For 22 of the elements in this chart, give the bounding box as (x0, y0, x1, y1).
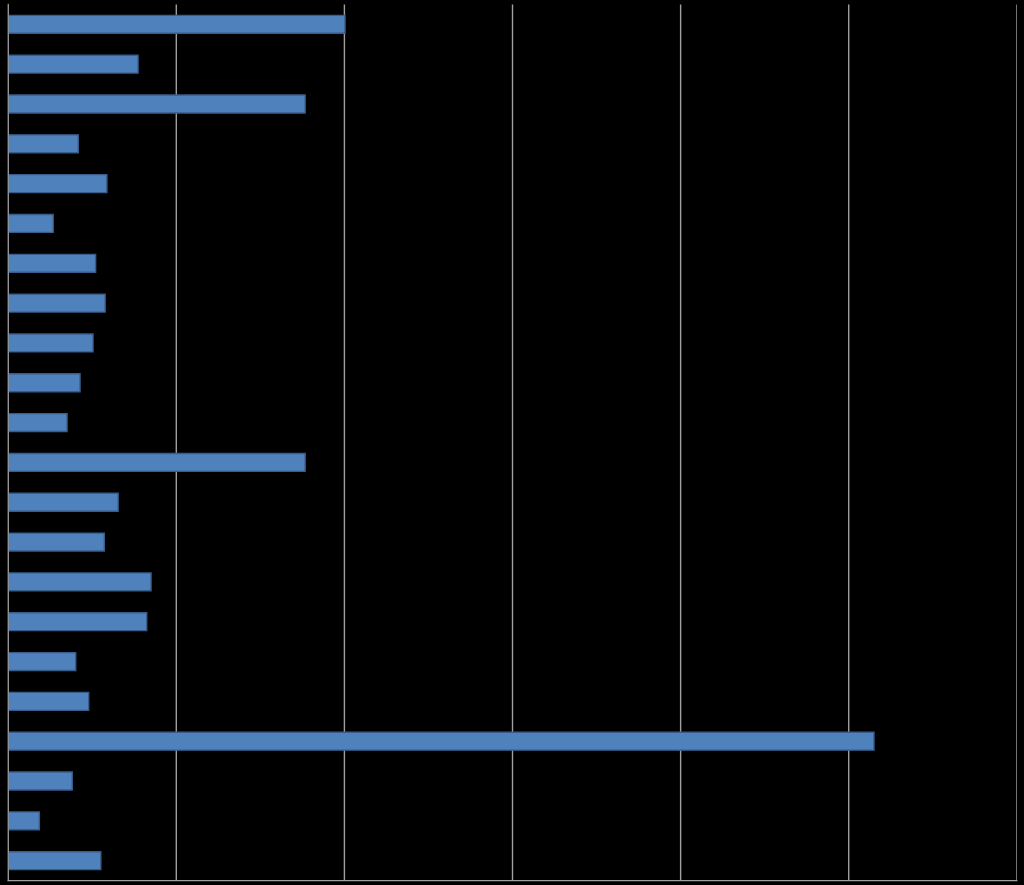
bar (8, 333, 94, 353)
bar (8, 373, 81, 393)
bar (8, 771, 73, 791)
bar (8, 213, 54, 234)
bar (8, 492, 119, 512)
bar (8, 651, 77, 672)
bar (8, 14, 346, 34)
bar (8, 572, 152, 592)
bar (8, 293, 106, 313)
bar (8, 612, 148, 632)
bar (8, 452, 306, 473)
bar (8, 54, 139, 74)
bar (8, 691, 90, 712)
bar (8, 134, 80, 154)
bar (8, 851, 102, 871)
bar (8, 532, 105, 552)
bar (8, 412, 68, 433)
bar (8, 94, 306, 114)
bar (8, 811, 41, 831)
bar (8, 731, 875, 751)
bar (8, 173, 108, 194)
bar (8, 253, 97, 273)
